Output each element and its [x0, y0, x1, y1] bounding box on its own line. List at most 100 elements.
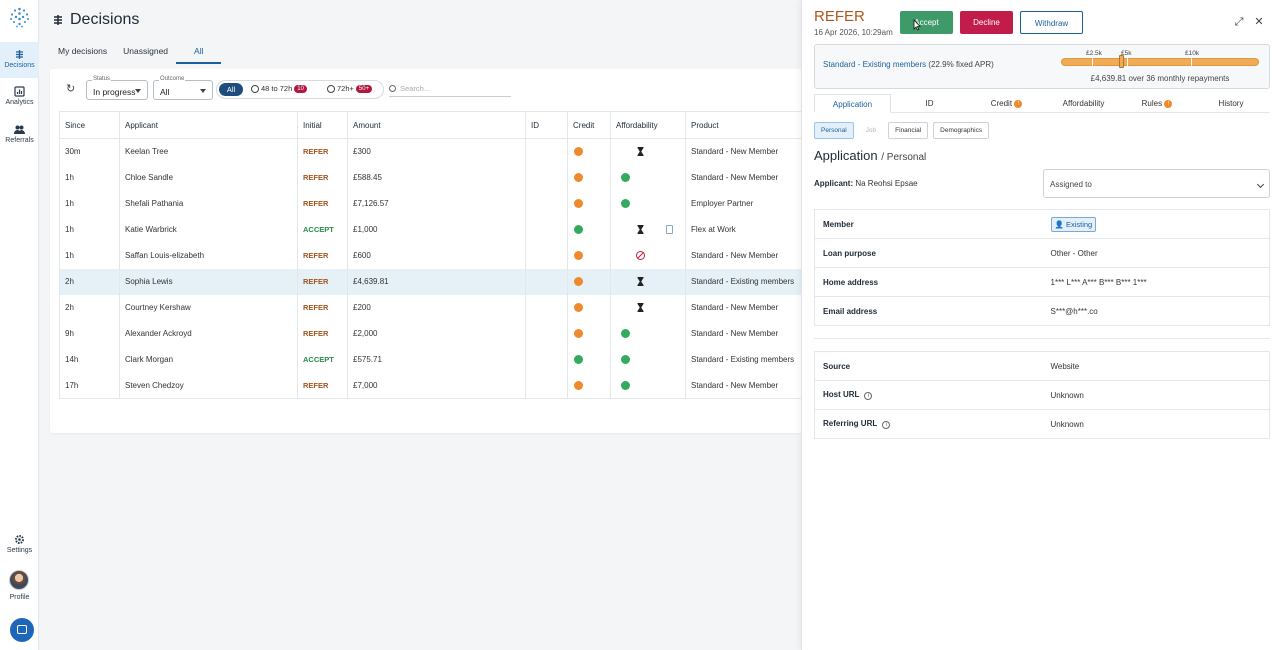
scale-tick [1127, 56, 1128, 67]
cell-since: 2h [59, 294, 120, 321]
cell-initial: REFER [297, 164, 348, 191]
check-icon [574, 225, 583, 235]
cell-applicant: Steven Chedzoy [119, 372, 298, 399]
accept-button[interactable]: Accept [900, 11, 953, 34]
table-row[interactable]: 30m Keelan Tree REFER £300 Standard - New Me… [59, 138, 803, 165]
amount-slider-track [1061, 58, 1259, 66]
tab-rules[interactable]: Rules ! [1122, 94, 1192, 113]
chip-all[interactable]: All [219, 83, 243, 96]
cell-id [525, 242, 568, 269]
cell-initial: REFER [297, 372, 348, 399]
close-icon[interactable]: ✕ [1254, 16, 1264, 28]
warning-icon [574, 199, 583, 209]
col-amount[interactable]: Amount [347, 111, 526, 139]
cell-id [525, 216, 568, 243]
tab-all[interactable]: All [176, 40, 222, 64]
initial-outcome-label: REFER [303, 277, 329, 286]
document-icon[interactable] [666, 225, 673, 235]
tab-history[interactable]: History [1218, 99, 1244, 108]
subtab-financial[interactable]: Financial [888, 122, 929, 139]
subtab-demographics[interactable]: Demographics [933, 122, 990, 139]
info-icon[interactable]: i [882, 421, 891, 429]
check-icon [621, 329, 630, 339]
table-row[interactable]: 2h Sophia Lewis REFER £4,639.81 Standard - E… [59, 268, 803, 295]
cell-product: Standard - New Member [685, 372, 803, 399]
tab-my-decisions[interactable]: My decisions [58, 46, 108, 56]
cell-applicant: Chloe Sandle [119, 164, 298, 191]
table-row[interactable]: 1h Saffan Louis-elizabeth REFER £600 Standar… [59, 242, 803, 269]
product-link[interactable]: Standard - Existing members [823, 60, 927, 69]
source-details-table: Source Website Host URL i Unknown Referri… [814, 351, 1270, 439]
cell-since: 1h [59, 164, 120, 191]
alarm-clock-icon [327, 84, 335, 93]
cell-since: 1h [59, 242, 120, 269]
cell-applicant: Keelan Tree [119, 138, 298, 165]
assigned-to-select[interactable]: Assigned to [1043, 169, 1270, 198]
col-product[interactable]: Product [685, 111, 803, 139]
table-row[interactable]: 14h Clark Morgan ACCEPT £575.71 Standard - E… [59, 346, 803, 373]
personal-details-table: Member 👤 Existing Loan purpose Other - O… [814, 209, 1270, 326]
cell-id [525, 138, 568, 165]
cell-amount: £1,000 [347, 216, 526, 243]
chip-48-to-72h[interactable]: 48 to 72h 10 [251, 84, 307, 93]
col-since[interactable]: Since [59, 111, 120, 139]
profile-avatar[interactable] [9, 570, 29, 590]
search-input[interactable]: Search... [389, 82, 511, 97]
amount-slider-handle[interactable] [1119, 55, 1124, 68]
search-placeholder: Search... [400, 84, 431, 93]
col-affordability[interactable]: Affordability [610, 111, 686, 139]
warning-icon [574, 329, 583, 339]
expand-icon[interactable]: ⤢ [1234, 16, 1244, 28]
tab-credit[interactable]: Credit ! [968, 94, 1045, 113]
refresh-icon[interactable]: ↻ [66, 83, 76, 95]
detail-value-cell: 👤 Existing [1042, 209, 1270, 239]
nav-analytics[interactable]: Analytics [0, 86, 39, 110]
cell-initial: REFER [297, 242, 348, 269]
page-title-text: Decisions [70, 11, 140, 28]
tab-affordability[interactable]: Affordability [1062, 99, 1105, 108]
nav-settings[interactable]: Settings [0, 534, 39, 558]
outcome-select[interactable]: Outcome All [153, 76, 213, 100]
detail-row-source: Source Website [814, 351, 1270, 381]
info-icon[interactable]: i [864, 392, 873, 400]
withdraw-button[interactable]: Withdraw [1020, 11, 1083, 34]
search-icon [389, 85, 396, 92]
cell-since: 9h [59, 320, 120, 347]
initial-outcome-label: ACCEPT [303, 355, 334, 364]
warning-icon [574, 277, 583, 287]
col-initial[interactable]: Initial [297, 111, 348, 139]
col-credit[interactable]: Credit [567, 111, 611, 139]
tab-unassigned[interactable]: Unassigned [123, 46, 169, 56]
subtab-personal[interactable]: Personal [814, 122, 854, 139]
table-row[interactable]: 1h Shefali Pathania REFER £7,126.57 Employer… [59, 190, 803, 217]
tab-application[interactable]: Application [814, 94, 891, 113]
nav-profile-label[interactable]: Profile [9, 594, 30, 601]
nav-decisions[interactable]: Decisions [0, 42, 39, 78]
detail-row-referring-url: Referring URL i Unknown [814, 409, 1270, 439]
cell-id [525, 346, 568, 373]
cell-affordability [610, 138, 686, 165]
table-row[interactable]: 9h Alexander Ackroyd REFER £2,000 Standard -… [59, 320, 803, 347]
decline-button[interactable]: Decline [960, 11, 1013, 34]
cell-affordability [610, 216, 686, 243]
table-row[interactable]: 2h Courtney Kershaw REFER £200 Standard - Ne… [59, 294, 803, 321]
cell-applicant: Saffan Louis-elizabeth [119, 242, 298, 269]
chip-72h-plus[interactable]: 72h+ 50+ [327, 84, 373, 93]
cell-amount: £600 [347, 242, 526, 269]
detail-tabs: Application ID Credit ! Affordability Ru… [814, 94, 1270, 113]
nav-referrals[interactable]: Referrals [0, 124, 39, 148]
cell-product: Employer Partner [685, 190, 803, 217]
table-row[interactable]: 17h Steven Chedzoy REFER £7,000 Standard - N… [59, 372, 803, 399]
cell-id [525, 320, 568, 347]
col-applicant[interactable]: Applicant [119, 111, 298, 139]
cell-applicant: Sophia Lewis [119, 268, 298, 295]
table-row[interactable]: 1h Katie Warbrick ACCEPT £1,000 Flex at Work [59, 216, 803, 243]
status-select[interactable]: Status In progress [86, 76, 148, 100]
gear-icon [15, 535, 24, 544]
col-id[interactable]: ID [525, 111, 568, 139]
cell-initial: REFER [297, 320, 348, 347]
chat-support-button[interactable] [10, 618, 34, 642]
hourglass-icon [637, 225, 644, 235]
table-row[interactable]: 1h Chloe Sandle REFER £588.45 Standard - New… [59, 164, 803, 191]
tab-id[interactable]: ID [925, 99, 934, 108]
